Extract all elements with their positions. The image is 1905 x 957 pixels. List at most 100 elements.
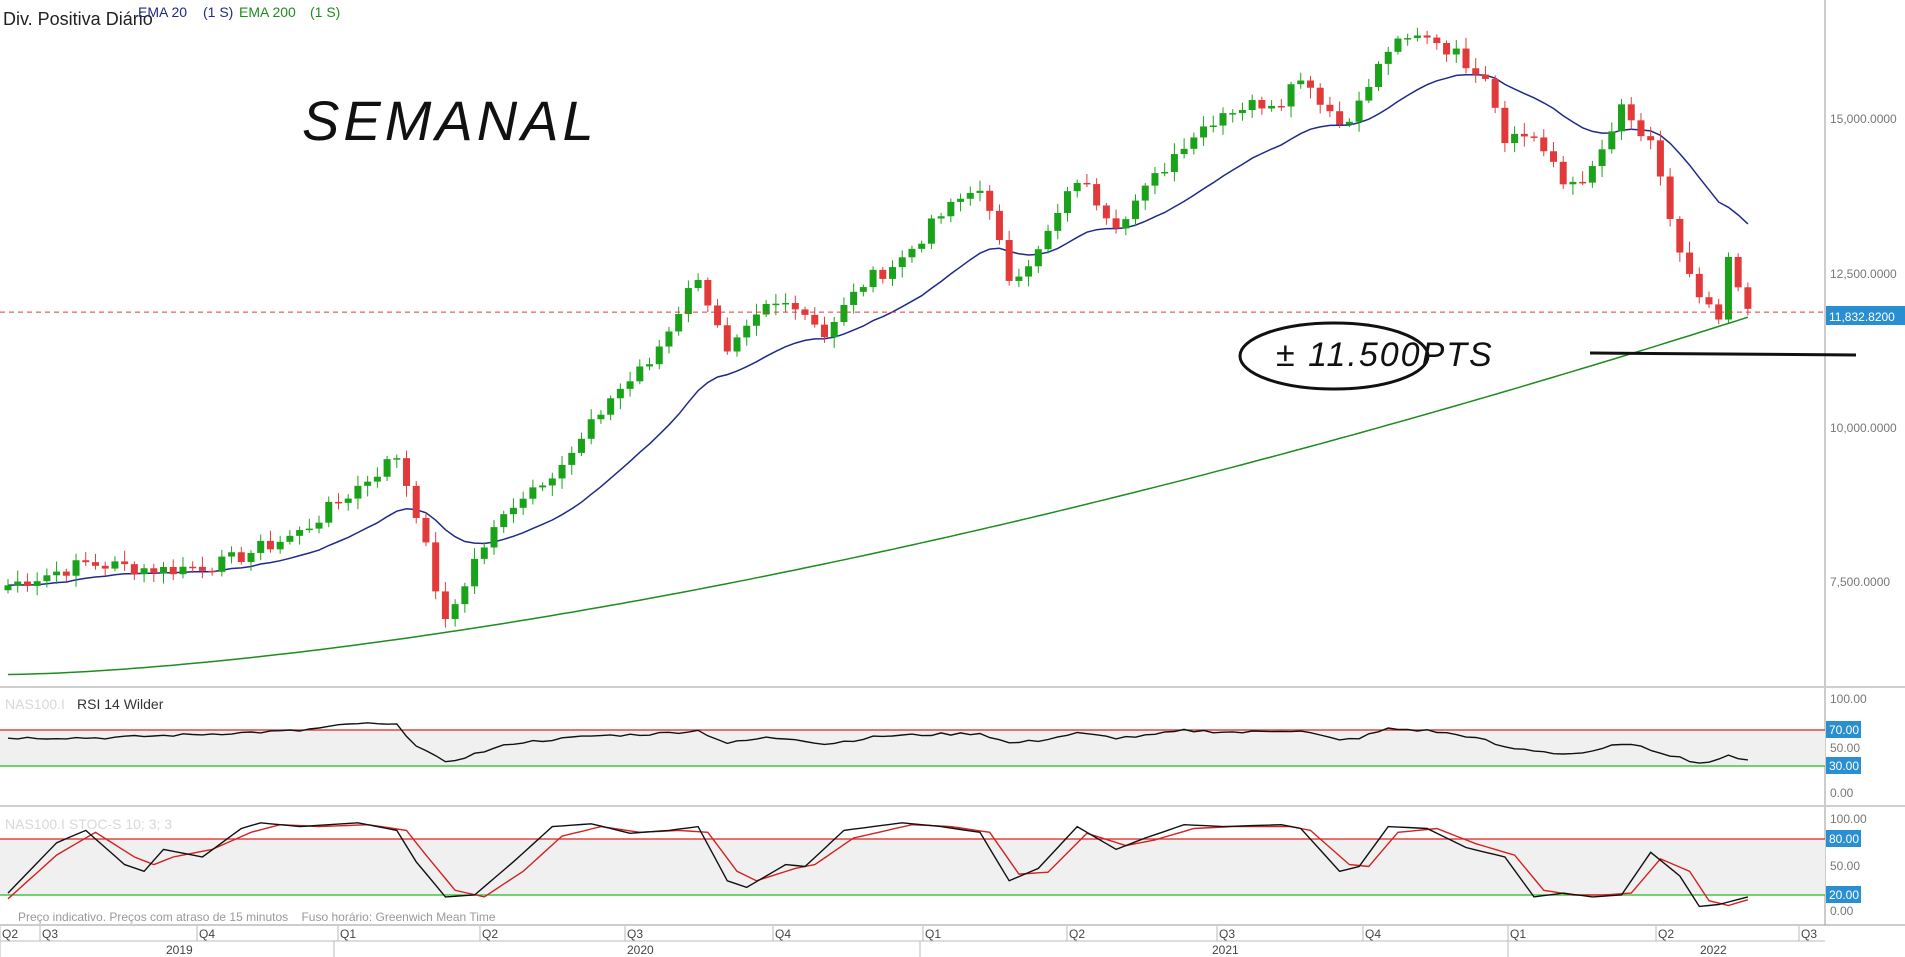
candle-body	[539, 485, 547, 488]
candle-body	[286, 535, 294, 542]
candle-body	[208, 570, 216, 573]
candle-body	[101, 565, 109, 569]
candle-body	[1063, 191, 1071, 213]
rsi-level-70-label: 70.00	[1829, 723, 1859, 737]
candle-body	[403, 458, 411, 486]
current-price-badge	[1826, 306, 1905, 325]
candle-body	[373, 476, 381, 482]
candle-body	[665, 331, 673, 347]
candle-body	[247, 552, 255, 562]
candle-body	[684, 288, 692, 315]
candle-body	[626, 381, 634, 389]
candle-body	[587, 419, 595, 439]
candle-body	[607, 398, 615, 415]
candle-body	[266, 540, 274, 550]
candle-body	[1423, 35, 1431, 38]
price-tick-7500: 7,500.0000	[1830, 575, 1890, 589]
price-tick-15000: 15,000.0000	[1830, 112, 1897, 126]
candle-body	[1608, 131, 1616, 150]
candle-body	[1132, 200, 1140, 220]
candle-body	[315, 522, 323, 529]
stoch-d-line	[7, 823, 1749, 907]
candle-body	[1501, 107, 1509, 144]
candle-body	[412, 485, 420, 518]
candle-body	[432, 542, 440, 592]
candle-body	[1238, 109, 1246, 114]
candle-body	[1112, 218, 1120, 229]
candle-body	[1209, 125, 1217, 128]
quarter-label: Q4	[775, 927, 791, 941]
candle-body	[1647, 136, 1655, 141]
candle-body	[1005, 240, 1013, 281]
candle-body	[1180, 148, 1188, 155]
candle-body	[344, 498, 352, 503]
quarter-label: Q3	[1801, 927, 1817, 941]
candle-body	[1744, 287, 1752, 309]
quarter-label: Q3	[627, 927, 643, 941]
rsi-badge-30	[1826, 757, 1861, 774]
ema200-line	[7, 316, 1749, 676]
candle-body	[577, 438, 585, 453]
stoch-k-line	[7, 822, 1749, 908]
candle-body	[305, 528, 313, 531]
candle-body	[1190, 137, 1198, 149]
handwritten-support-line	[1589, 351, 1857, 357]
candle-body	[752, 314, 760, 326]
candle-body	[334, 501, 342, 504]
candle-body	[772, 303, 780, 306]
candle-body	[1258, 100, 1266, 109]
year-label: 2021	[1212, 943, 1239, 957]
candle-body	[694, 279, 702, 289]
candle-body	[1365, 86, 1373, 101]
candle-body	[1549, 151, 1557, 162]
candle-body	[1462, 48, 1470, 69]
candle-body	[879, 269, 887, 279]
candle-body	[160, 567, 168, 574]
year-label: 2019	[166, 943, 193, 957]
candle-body	[490, 527, 498, 548]
legend-ema20-param: (1 S)	[203, 4, 233, 20]
candle-body	[4, 585, 12, 591]
candle-body	[966, 192, 974, 199]
stoch-d-line-group	[7, 823, 1749, 907]
candle-body	[1627, 104, 1635, 121]
candle-body	[296, 530, 304, 536]
candle-body	[1083, 182, 1091, 185]
candle-body	[1618, 104, 1626, 132]
candle-body	[1686, 252, 1694, 274]
rsi-tick-50: 50.00	[1830, 741, 1860, 755]
candle-body	[519, 498, 527, 508]
candle-body	[1229, 113, 1237, 115]
candle-body	[850, 291, 858, 305]
candle-body	[859, 287, 867, 292]
candle-body	[1579, 181, 1587, 184]
year-label: 2020	[627, 943, 654, 957]
candle-body	[704, 279, 712, 306]
candle-body	[422, 517, 430, 543]
candle-body	[1724, 256, 1732, 320]
quarter-label: Q3	[42, 927, 58, 941]
candle-body	[1511, 133, 1519, 144]
candle-body	[82, 560, 90, 563]
candle-body	[1569, 181, 1577, 185]
candle-body	[616, 388, 624, 399]
candle-body	[14, 581, 22, 586]
candle-body	[1433, 37, 1441, 44]
candle-body	[179, 566, 187, 575]
candle-body	[918, 243, 926, 249]
footer-note: Preço indicativo. Preços com atraso de 1…	[18, 910, 496, 924]
candle-body	[927, 218, 935, 244]
candle-body	[714, 305, 722, 326]
candle-body	[1219, 113, 1227, 126]
candle-body	[441, 591, 449, 620]
candle-body	[1054, 212, 1062, 231]
candle-body	[1404, 38, 1412, 40]
rsi-level-30-label: 30.00	[1829, 759, 1859, 773]
candle-body	[937, 216, 945, 219]
candle-body	[150, 568, 158, 574]
candle-body	[1705, 297, 1713, 305]
chart-title: Div. Positiva Diário	[3, 9, 153, 29]
candle-body	[1559, 161, 1567, 185]
ema200-line-group	[7, 316, 1749, 676]
